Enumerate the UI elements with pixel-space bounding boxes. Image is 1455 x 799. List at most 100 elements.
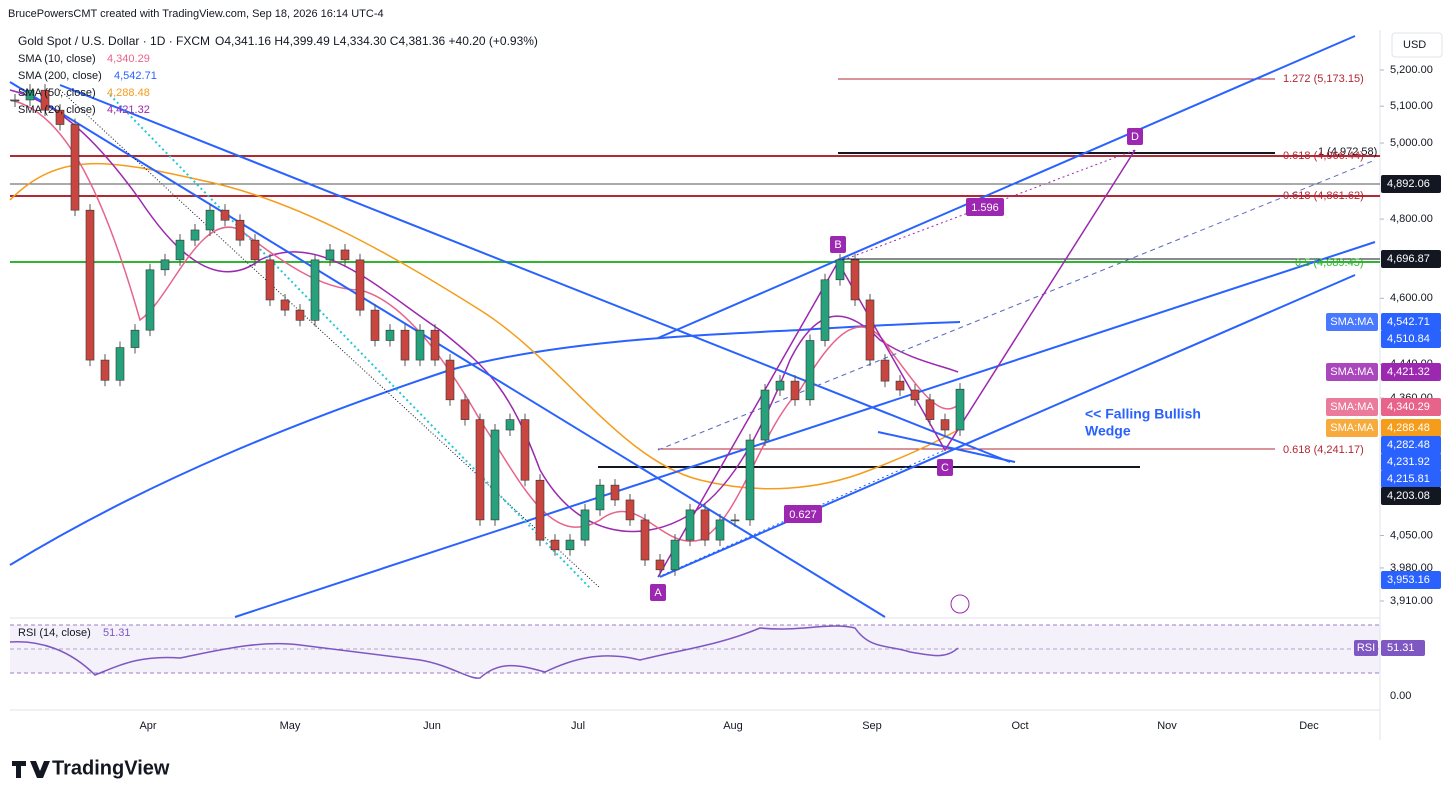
tag-label: SMA:MA: [1330, 366, 1374, 378]
fib-label: 1.272 (5,173.15): [1283, 73, 1364, 85]
ratio-box: [784, 505, 822, 523]
candle: [955, 388, 965, 431]
price-badge-label: 4,696.87: [1387, 253, 1430, 265]
currency: USD: [1403, 39, 1426, 51]
month-label: Dec: [1299, 720, 1319, 732]
point-box: [830, 236, 846, 253]
dotted-line: [109, 94, 591, 589]
credit: BrucePowersCMT created with TradingView.…: [8, 8, 384, 20]
candle: [625, 499, 635, 521]
candle: [325, 249, 335, 261]
candle: [595, 484, 605, 511]
price-tick-label: 3,980.00: [1390, 562, 1433, 574]
candle: [535, 479, 545, 541]
candle: [520, 419, 530, 481]
trend-line: [9, 81, 886, 618]
price-badge-label: 4,340.29: [1387, 401, 1430, 413]
candle: [355, 259, 365, 311]
trend-line: [657, 35, 1356, 339]
trend-line: [59, 84, 1011, 463]
sma-200: [9, 321, 961, 566]
candle: [310, 259, 320, 321]
rsi-line: [9, 625, 959, 679]
candle: [850, 259, 860, 301]
price-tick-label: 4,600.00: [1390, 292, 1433, 304]
fib-label: 0.618 (4,966.44): [1283, 150, 1364, 162]
candle: [235, 219, 245, 241]
candle: [190, 229, 200, 241]
month-label: Nov: [1157, 720, 1177, 732]
point-label: D: [1131, 131, 1139, 143]
tag-label: SMA:MA: [1330, 316, 1374, 328]
point-box: [1127, 128, 1143, 145]
rsi-name: RSI (14, close): [18, 627, 91, 639]
candle: [880, 359, 890, 382]
price-badge: [1381, 571, 1441, 589]
indicator-value: 4,288.48: [107, 87, 150, 99]
ratio-box: [966, 198, 1004, 216]
tag-box: [1326, 419, 1378, 437]
candle: [10, 99, 20, 102]
candle: [820, 279, 830, 341]
candle: [265, 259, 275, 301]
logo: TradingView: [52, 757, 170, 779]
event-icon[interactable]: [950, 594, 970, 614]
price-tick-label: 4,050.00: [1390, 529, 1433, 541]
candle: [610, 484, 620, 501]
ratio-label: 1.596: [971, 202, 999, 214]
tag-label: SMA:MA: [1330, 401, 1374, 413]
currency-box[interactable]: [1391, 32, 1443, 58]
trend-line: [659, 274, 1356, 578]
point-box: [937, 459, 953, 476]
candle: [490, 429, 500, 521]
candle: [715, 519, 725, 541]
candle: [670, 539, 680, 571]
price-tick-label: 3,910.00: [1390, 595, 1433, 607]
logo-mark: [12, 761, 50, 778]
month-label: Jul: [571, 720, 585, 732]
price-badge-label: 3,953.16: [1387, 574, 1430, 586]
month-label: Apr: [139, 720, 156, 732]
candle: [370, 309, 380, 341]
point-label: C: [941, 462, 949, 474]
candle: [505, 419, 515, 431]
candle: [280, 299, 290, 311]
month-label: Jun: [423, 720, 441, 732]
candle: [400, 329, 410, 361]
rsi-tag: RSI: [1357, 642, 1375, 654]
price-badge: [1381, 470, 1441, 488]
price-badge-label: 4,288.48: [1387, 422, 1430, 434]
annotation: Wedge: [1085, 423, 1131, 439]
indicator-value: 4,421.32: [107, 104, 150, 116]
price-badge: [1381, 419, 1441, 437]
candle: [700, 509, 710, 541]
candle: [805, 340, 815, 401]
price-badge: [1381, 436, 1441, 454]
candle: [430, 329, 440, 361]
candle: [295, 309, 305, 321]
levels: [9, 35, 1380, 679]
candle: [760, 389, 770, 441]
month-label: May: [280, 720, 301, 732]
candle: [445, 359, 455, 401]
indicator-name: SMA (200, close): [18, 70, 102, 82]
candle: [130, 329, 140, 348]
price-badge-label: 4,542.71: [1387, 316, 1430, 328]
sma-50: [9, 162, 959, 490]
month-label: Oct: [1011, 720, 1028, 732]
month-label: Aug: [723, 720, 743, 732]
price-badge: [1381, 250, 1441, 268]
sma-10: [9, 99, 959, 542]
candle: [910, 389, 920, 401]
ohlc: O4,341.16 H4,399.49 L4,334.30 C4,381.36 …: [215, 34, 538, 48]
rsi-badge-label: 51.31: [1387, 642, 1415, 654]
price-badge: [1381, 453, 1441, 471]
candles: [10, 84, 965, 576]
fib-label: 0.618 (4,861.62): [1283, 190, 1364, 202]
candle: [565, 539, 575, 551]
rsi-zero: 0.00: [1390, 690, 1411, 702]
pattern-labels: A B C D 1.596 0.627: [650, 128, 1143, 601]
fib-label: 1 (4,972.58): [1318, 146, 1377, 158]
candle: [640, 519, 650, 561]
